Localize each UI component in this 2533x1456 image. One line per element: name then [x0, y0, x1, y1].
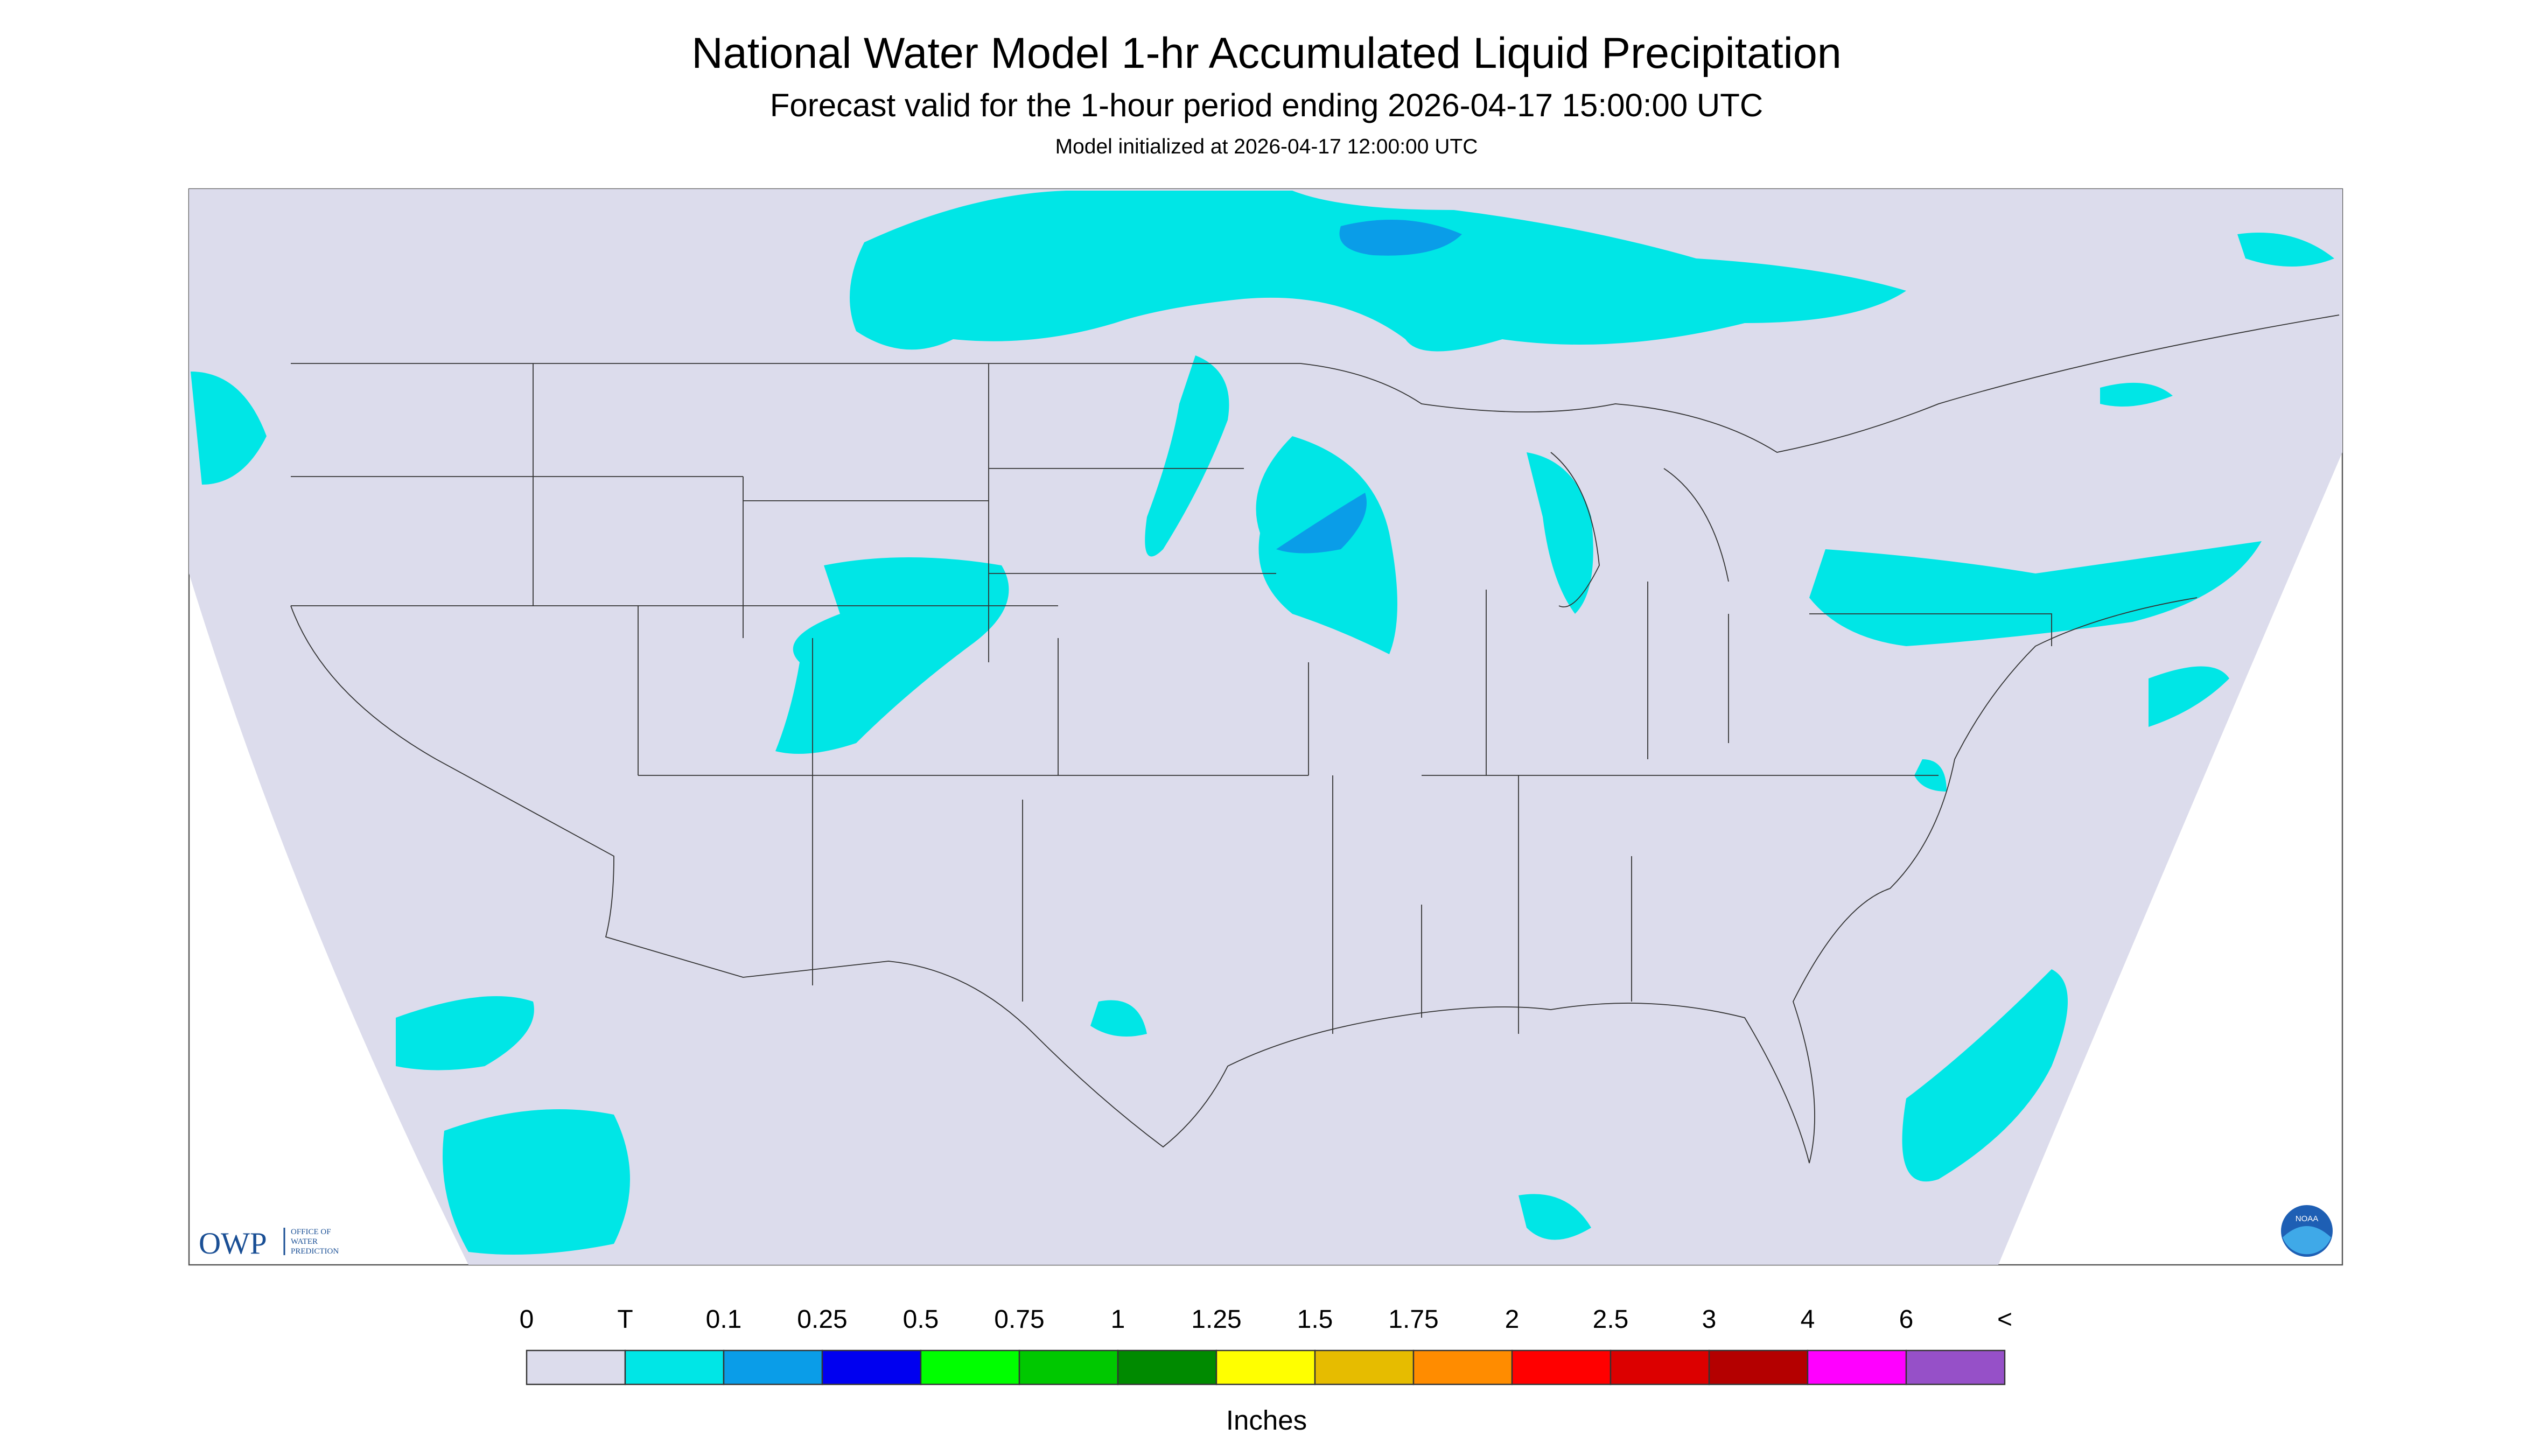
- owp-logo: OWP: [199, 1227, 267, 1261]
- legend-label: 6: [1899, 1305, 1914, 1334]
- noaa-text: NOAA: [2296, 1214, 2319, 1223]
- legend-swatch: [821, 1349, 922, 1385]
- legend: 0 T 0.1 0.25 0.5 0.75 1 1.25 1.5 1.75 2 2.5 3 4 6 <: [520, 1305, 2012, 1385]
- legend-label: T: [617, 1305, 633, 1334]
- legend-label: 1.5: [1297, 1305, 1333, 1334]
- legend-unit: Inches: [1226, 1405, 1307, 1436]
- owp-text: OFFICE OF: [291, 1228, 331, 1236]
- legend-swatch: [1807, 1349, 1907, 1385]
- init-note: Model initialized at 2026-04-17 12:00:00…: [1055, 135, 1478, 158]
- legend-swatch: [624, 1349, 725, 1385]
- legend-label: 0.75: [994, 1305, 1044, 1334]
- legend-swatch: [1314, 1349, 1415, 1385]
- subtitle: Forecast valid for the 1-hour period end…: [770, 87, 1763, 123]
- legend-label: 0.25: [797, 1305, 847, 1334]
- legend-label: 3: [1702, 1305, 1717, 1334]
- legend-label: <: [1997, 1305, 2012, 1334]
- precipitation: [191, 191, 2334, 1255]
- owp-text: PREDICTION: [291, 1247, 339, 1256]
- legend-swatch: [1905, 1349, 2006, 1385]
- legend-swatch: [1412, 1349, 1513, 1385]
- map-area: OWP OFFICE OF WATER PREDICTION NOAA: [188, 188, 2343, 1266]
- legend-swatch: [526, 1349, 626, 1385]
- title: National Water Model 1-hr Accumulated Li…: [691, 29, 1842, 78]
- legend-label: 0.5: [903, 1305, 939, 1334]
- legend-label: 0: [520, 1305, 534, 1334]
- legend-swatch: [1215, 1349, 1316, 1385]
- legend-swatch: [1610, 1349, 1710, 1385]
- legend-label: 1.25: [1191, 1305, 1241, 1334]
- legend-label: 2.5: [1593, 1305, 1629, 1334]
- legend-swatch: [1117, 1349, 1217, 1385]
- legend-swatch: [920, 1349, 1020, 1385]
- political-boundaries: [290, 314, 2340, 1164]
- legend-label: 4: [1801, 1305, 1815, 1334]
- owp-text: WATER: [291, 1237, 318, 1246]
- legend-swatch: [723, 1349, 823, 1385]
- legend-label: 0.1: [706, 1305, 742, 1334]
- legend-swatch: [1708, 1349, 1809, 1385]
- model-domain: [189, 189, 2342, 1265]
- legend-label: 1.75: [1388, 1305, 1438, 1334]
- legend-swatch: [1018, 1349, 1119, 1385]
- legend-swatch: [1511, 1349, 1612, 1385]
- legend-label: 2: [1505, 1305, 1520, 1334]
- legend-label: 1: [1111, 1305, 1125, 1334]
